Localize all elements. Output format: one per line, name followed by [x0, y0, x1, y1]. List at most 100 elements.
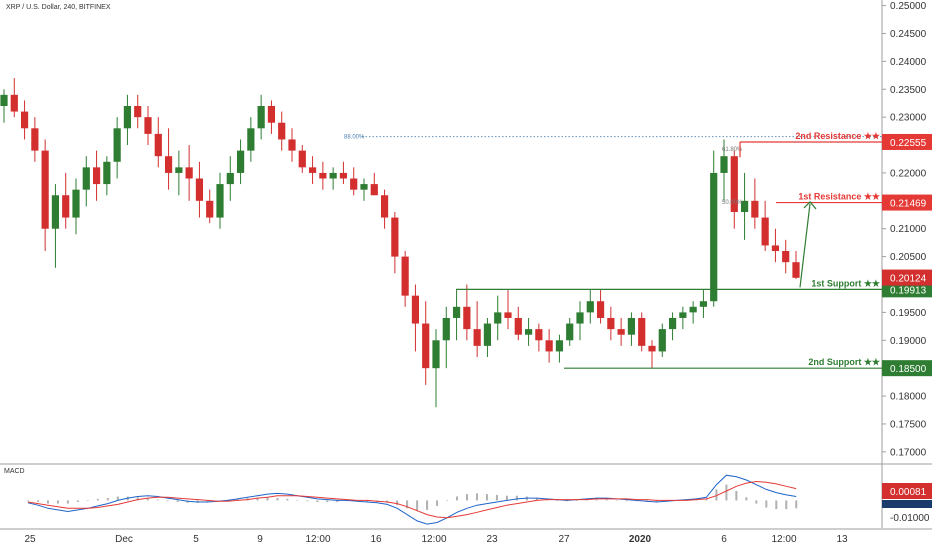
candle-body: [411, 295, 420, 324]
level-price-label: 0.21469: [890, 199, 927, 210]
time-tick-label: 13: [836, 534, 848, 545]
candle-body: [62, 195, 70, 218]
time-tick-label: 6: [721, 534, 727, 545]
fib-label: 61.80%: [722, 147, 743, 153]
macd-histogram-bar: [745, 497, 748, 501]
candle-body: [627, 317, 636, 335]
macd-histogram-bar: [416, 500, 419, 511]
macd-histogram-bar: [735, 490, 738, 501]
candle-body: [638, 317, 646, 346]
candle-body: [463, 306, 471, 330]
candle-body: [247, 128, 255, 151]
candle-body: [20, 111, 29, 129]
macd-histogram-bar: [785, 500, 788, 510]
projection-arrowhead: [803, 201, 817, 210]
fib-label: 88.00%: [344, 135, 365, 141]
candle-body: [164, 156, 173, 173]
time-tick-label: 9: [257, 534, 263, 545]
candle-body: [730, 156, 738, 212]
level-price-label: 0.18500: [890, 364, 927, 375]
candle-body: [391, 217, 399, 257]
candle-body: [504, 312, 512, 318]
candle-body: [360, 184, 368, 190]
macd-histogram-bar: [555, 500, 558, 501]
macd-histogram-bar: [485, 494, 488, 501]
candle-body: [401, 256, 409, 296]
candle-body: [494, 312, 502, 324]
macd-histogram-bar: [406, 500, 409, 509]
candle-body: [339, 172, 348, 179]
candle-body: [442, 317, 450, 341]
price-tick-label: 0.19000: [890, 336, 927, 347]
candle-body: [617, 329, 625, 335]
candle-body: [596, 301, 605, 318]
candle-body: [689, 306, 697, 313]
price-tick-label: 0.25000: [890, 1, 927, 12]
candle-body: [0, 94, 8, 106]
macd-histogram-bar: [216, 500, 219, 501]
macd-histogram-bar: [206, 500, 209, 503]
candle-body: [72, 189, 80, 218]
candle-body: [288, 139, 296, 151]
time-tick-label: 27: [558, 534, 570, 545]
symbol-title: XRP / U.S. Dollar, 240, BITFINEX: [6, 4, 111, 11]
fib-label: 50.00%: [722, 200, 743, 206]
candle-body: [31, 128, 39, 151]
candle-body: [154, 133, 162, 157]
macd-histogram-bar: [775, 500, 778, 510]
macd-histogram-bar: [436, 500, 439, 506]
macd-histogram-bar: [266, 497, 269, 501]
macd-histogram-bar: [336, 500, 339, 503]
candle-body: [668, 317, 677, 330]
candle-body: [308, 167, 317, 173]
time-tick-label: 23: [486, 534, 498, 545]
macd-histogram-bar: [76, 500, 79, 503]
candle-body: [370, 184, 378, 196]
macd-histogram-bar: [86, 500, 89, 501]
macd-histogram-bar: [465, 494, 468, 501]
candle-body: [782, 251, 790, 263]
candle-body: [699, 301, 708, 307]
time-tick-label: Dec: [115, 534, 133, 545]
candle-body: [134, 105, 142, 118]
candle-body: [380, 195, 389, 218]
macd-histogram-bar: [535, 498, 538, 501]
macd-title: MACD: [4, 468, 25, 475]
macd-histogram-bar: [286, 498, 289, 501]
macd-histogram-bar: [655, 500, 658, 503]
candle-body: [278, 122, 286, 140]
macd-histogram-bar: [156, 499, 159, 501]
macd-histogram-bar: [446, 500, 449, 501]
macd-histogram-bar: [296, 500, 299, 501]
macd-tick-label: -0.01000: [890, 513, 930, 524]
level-name: 1st Resistance ★★: [798, 192, 881, 202]
macd-histogram-bar: [715, 489, 718, 501]
level-price-tag: [882, 360, 932, 377]
candle-body: [658, 329, 666, 352]
candle-body: [41, 150, 49, 229]
macd-histogram-bar: [765, 500, 768, 508]
macd-histogram-bar: [326, 500, 329, 503]
macd-histogram-bar: [615, 500, 618, 501]
candle-body: [92, 167, 101, 185]
macd-value-tag: [882, 483, 932, 499]
candle-body: [452, 306, 461, 318]
candle-body: [422, 323, 430, 369]
candle-body: [514, 317, 522, 335]
level-price-label: 0.22555: [890, 138, 927, 149]
macd-histogram-bar: [256, 498, 259, 501]
price-tick-label: 0.24000: [890, 57, 927, 68]
macd-histogram-bar: [136, 497, 139, 501]
current-price-label: 0.20124: [890, 274, 927, 285]
level-price-label: 0.19913: [890, 285, 927, 296]
macd-value-label: 0.00081: [890, 487, 927, 498]
macd-histogram-bar: [396, 500, 399, 506]
macd-histogram-bar: [116, 496, 119, 501]
time-tick-label: 16: [370, 534, 382, 545]
candle-body: [350, 178, 358, 190]
candle-body: [535, 329, 543, 341]
candle-body: [10, 94, 18, 112]
price-tick-label: 0.22000: [890, 168, 927, 179]
candle-body: [576, 312, 584, 324]
